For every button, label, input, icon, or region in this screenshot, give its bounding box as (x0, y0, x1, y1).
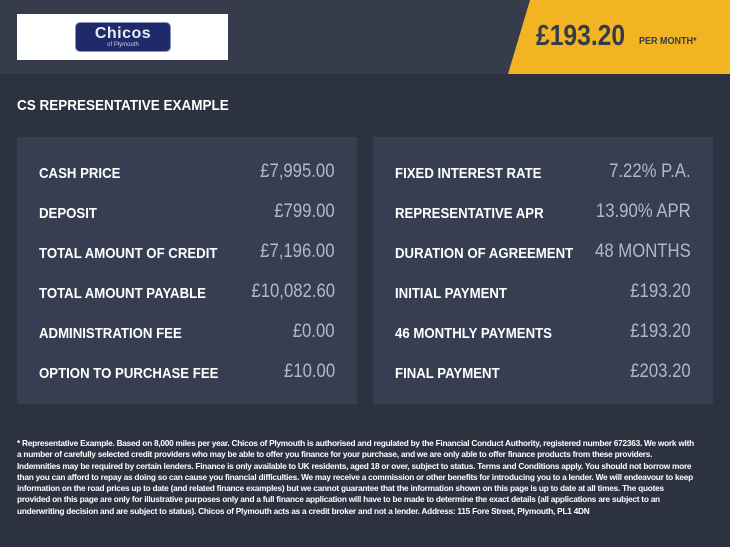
finance-value: £193.20 (630, 281, 691, 302)
finance-value: £10,082.60 (251, 281, 335, 302)
finance-label: TOTAL AMOUNT OF CREDIT (39, 245, 218, 262)
finance-value: 7.22% P.A. (609, 161, 691, 182)
finance-value: £203.20 (630, 361, 691, 382)
finance-row: DURATION OF AGREEMENT 48 MONTHS (395, 241, 691, 265)
finance-label: REPRESENTATIVE APR (395, 205, 544, 222)
finance-label: FIXED INTEREST RATE (395, 165, 542, 182)
finance-value: 13.90% APR (596, 201, 691, 222)
finance-label: INITIAL PAYMENT (395, 285, 507, 302)
finance-row: CASH PRICE £7,995.00 (39, 161, 335, 185)
monthly-price: £193.20 (536, 20, 626, 52)
finance-label: FINAL PAYMENT (395, 365, 500, 382)
finance-value: £7,995.00 (260, 161, 335, 182)
finance-label: ADMINISTRATION FEE (39, 325, 182, 342)
finance-panel-right: FIXED INTEREST RATE 7.22% P.A. REPRESENTAT… (373, 137, 713, 404)
finance-row: REPRESENTATIVE APR 13.90% APR (395, 201, 691, 225)
finance-label: TOTAL AMOUNT PAYABLE (39, 285, 206, 302)
finance-label: OPTION TO PURCHASE FEE (39, 365, 219, 382)
disclaimer-text: * Representative Example. Based on 8,000… (17, 438, 694, 516)
finance-row: ADMINISTRATION FEE £0.00 (39, 321, 335, 345)
monthly-price-banner: £193.20 PER MONTH* (508, 0, 730, 74)
dealer-logo[interactable]: Chicos of Plymouth (17, 14, 228, 60)
finance-value: £193.20 (630, 321, 691, 342)
finance-panel-left: CASH PRICE £7,995.00 DEPOSIT £799.00 TOTAL A… (17, 137, 357, 404)
finance-value: £0.00 (293, 321, 335, 342)
finance-value: £10.00 (283, 361, 335, 382)
logo-sub: of Plymouth (107, 42, 139, 48)
finance-row: OPTION TO PURCHASE FEE £10.00 (39, 361, 335, 385)
section-title: CS REPRESENTATIVE EXAMPLE (17, 97, 229, 114)
finance-value: £799.00 (274, 201, 335, 222)
header: Chicos of Plymouth £193.20 PER MONTH* (0, 0, 730, 74)
finance-value: 48 MONTHS (595, 241, 691, 262)
finance-label: 46 MONTHLY PAYMENTS (395, 325, 552, 342)
finance-value: £7,196.00 (260, 241, 335, 262)
chicos-logo: Chicos of Plymouth (75, 22, 171, 52)
per-month-label: PER MONTH* (639, 36, 697, 47)
finance-row: DEPOSIT £799.00 (39, 201, 335, 225)
finance-row: TOTAL AMOUNT OF CREDIT £7,196.00 (39, 241, 335, 265)
finance-row: INITIAL PAYMENT £193.20 (395, 281, 691, 305)
finance-row: FINAL PAYMENT £203.20 (395, 361, 691, 385)
finance-row: FIXED INTEREST RATE 7.22% P.A. (395, 161, 691, 185)
finance-row: TOTAL AMOUNT PAYABLE £10,082.60 (39, 281, 335, 305)
finance-label: DURATION OF AGREEMENT (395, 245, 574, 262)
finance-label: CASH PRICE (39, 165, 121, 182)
finance-row: 46 MONTHLY PAYMENTS £193.20 (395, 321, 691, 345)
finance-label: DEPOSIT (39, 205, 97, 222)
logo-name: Chicos (94, 25, 152, 42)
